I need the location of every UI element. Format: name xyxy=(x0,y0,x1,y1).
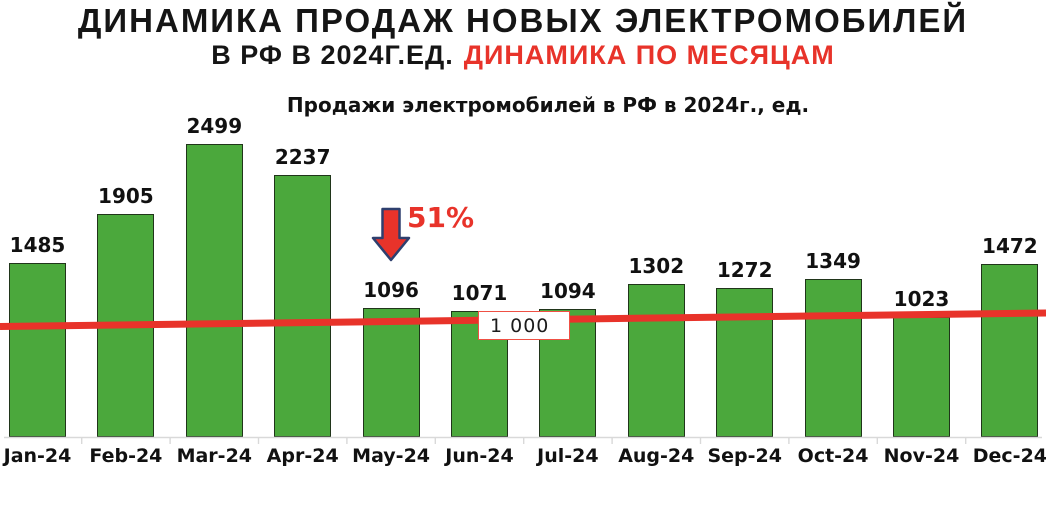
subtitle-black-part: В РФ В 2024Г.ЕД. xyxy=(211,40,454,70)
bar-value-label: 2237 xyxy=(274,144,331,169)
x-axis-label: Jul-24 xyxy=(537,445,599,467)
x-axis-label: Oct-24 xyxy=(797,445,869,467)
bar-value-label: 1472 xyxy=(982,234,1038,259)
x-axis-label: Aug-24 xyxy=(618,445,695,467)
bar-value-label: 1023 xyxy=(893,287,950,312)
slide-header: ДИНАМИКА ПРОДАЖ НОВЫХ ЭЛЕКТРОМОБИЛЕЙ В Р… xyxy=(0,2,1046,70)
bar-value-label: 1349 xyxy=(805,248,861,273)
x-axis-label: Mar-24 xyxy=(176,445,253,467)
x-axis-label: May-24 xyxy=(352,445,431,467)
bar-Feb-24 xyxy=(97,213,155,437)
subtitle-red-part: ДИНАМИКА ПО МЕСЯЦАМ xyxy=(463,40,835,70)
bar-value-label: 2499 xyxy=(186,114,243,138)
bar-value-label: 1071 xyxy=(451,281,508,306)
chart-title: Продажи электромобилей в РФ в 2024г., ед… xyxy=(286,93,810,117)
x-axis-label: Sep-24 xyxy=(707,445,782,467)
bar-value-label: 1272 xyxy=(716,257,773,282)
bar-value-label: 1905 xyxy=(98,183,154,208)
drop-annotation: 51% xyxy=(370,200,490,270)
bar-Sep-24 xyxy=(716,287,774,437)
drop-percent: 51% xyxy=(407,201,475,234)
bar-Oct-24 xyxy=(804,278,862,437)
bar-value-label: 1096 xyxy=(363,278,419,303)
bar-Apr-24 xyxy=(274,174,332,437)
reference-line-label: 1 000 xyxy=(478,311,570,340)
x-axis-label: Jun-24 xyxy=(445,445,514,467)
bar-value-label: 1302 xyxy=(628,254,685,279)
bar-Mar-24 xyxy=(185,144,243,437)
bar-Aug-24 xyxy=(627,284,685,437)
x-axis-label: Apr-24 xyxy=(266,445,339,467)
bar-value-label: 1094 xyxy=(540,278,596,303)
main-subtitle: В РФ В 2024Г.ЕД. ДИНАМИКА ПО МЕСЯЦАМ xyxy=(0,40,1046,70)
bar-Nov-24 xyxy=(893,317,950,437)
x-axis-label: Dec-24 xyxy=(972,445,1046,467)
bar-Dec-24 xyxy=(981,264,1039,437)
main-title: ДИНАМИКА ПРОДАЖ НОВЫХ ЭЛЕКТРОМОБИЛЕЙ xyxy=(77,2,969,39)
x-axis-label: Feb-24 xyxy=(89,445,163,467)
bar-May-24 xyxy=(362,308,420,437)
x-axis-label: Jan-24 xyxy=(3,445,72,467)
bar-value-label: 1485 xyxy=(9,232,66,257)
bar-Jan-24 xyxy=(9,262,66,437)
down-arrow-icon xyxy=(371,207,411,262)
x-axis-label: Nov-24 xyxy=(883,445,960,467)
reference-line-value: 1 000 xyxy=(490,314,550,337)
